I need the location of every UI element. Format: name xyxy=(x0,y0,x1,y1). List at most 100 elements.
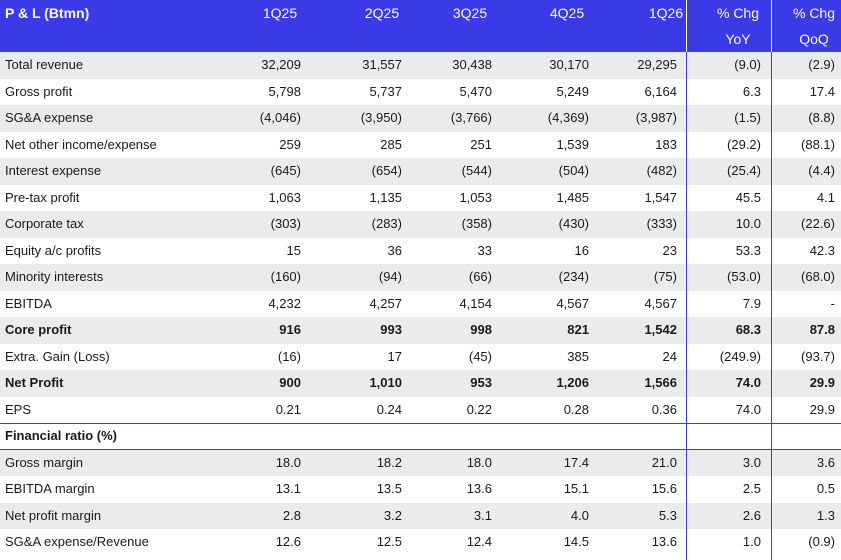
chg-yoy-header-line2: YoY xyxy=(725,31,751,47)
value-1q25: 1,063 xyxy=(268,189,301,205)
row-label: Total revenue xyxy=(5,57,84,72)
value-2q25: (94) xyxy=(378,269,402,284)
value-3q25: 1,053 xyxy=(459,189,492,205)
row-label: EPS xyxy=(5,401,32,417)
value-3q25: 251 xyxy=(470,136,492,152)
value-1q26: 183 xyxy=(655,136,677,152)
value-3q25: (358) xyxy=(461,216,492,231)
value-chg-yoy: 53.3 xyxy=(735,242,761,258)
value-4q25: 1,206 xyxy=(556,375,589,390)
value-chg-qoq: 29.9 xyxy=(809,375,835,390)
value-2q25: 285 xyxy=(380,136,402,152)
value-1q26: (75) xyxy=(653,269,677,284)
value-1q26: 4,567 xyxy=(644,295,677,311)
value-1q25: 5,798 xyxy=(268,83,301,99)
value-1q26: 23 xyxy=(662,242,677,258)
period-header-3q25: 3Q25 xyxy=(452,5,488,21)
ratio-row: EBITDA margin 13.1 13.5 13.6 15.1 15.6 2.5 0.5 xyxy=(0,476,841,503)
value-chg-qoq: (0.9) xyxy=(808,534,835,549)
value-4q25: 821 xyxy=(567,322,589,337)
chg-qoq-header-line2: QoQ xyxy=(799,31,829,47)
header-divider xyxy=(771,0,772,52)
value-chg-yoy: 2.5 xyxy=(742,481,761,496)
value-4q25: 0.28 xyxy=(563,401,589,417)
table-row: Minority interests (160) (94) (66) (234) (75)… xyxy=(0,264,841,291)
value-1q25: (303) xyxy=(270,216,301,231)
value-3q25: 953 xyxy=(470,375,492,390)
value-chg-qoq: (68.0) xyxy=(801,269,835,284)
value-1q25: (645) xyxy=(270,163,301,178)
value-2q25: 3.2 xyxy=(383,507,402,523)
row-label: Pre-tax profit xyxy=(5,189,80,205)
ratio-row: SG&A expense/Revenue 12.6 12.5 12.4 14.5 13.6… xyxy=(0,529,841,556)
row-label: Extra. Gain (Loss) xyxy=(5,348,110,364)
value-4q25: 4.0 xyxy=(570,507,589,523)
row-label: SG&A expense xyxy=(5,110,94,125)
value-chg-qoq: 87.8 xyxy=(809,322,835,337)
value-3q25: 13.6 xyxy=(466,481,492,496)
value-3q25: 33 xyxy=(477,242,492,258)
value-3q25: 18.0 xyxy=(466,454,492,470)
section-header-financial-ratio: Financial ratio (%) xyxy=(0,423,841,450)
section-divider xyxy=(0,449,841,450)
value-3q25: (3,766) xyxy=(450,110,492,125)
value-1q25: 900 xyxy=(279,375,301,390)
period-header-1q26: 1Q26 xyxy=(648,5,684,21)
value-chg-qoq: (2.9) xyxy=(808,57,835,72)
row-label: Gross profit xyxy=(5,83,73,99)
value-chg-qoq: 0.5 xyxy=(816,481,835,496)
value-3q25: 5,470 xyxy=(459,83,492,99)
section-title: Financial ratio (%) xyxy=(5,428,117,443)
table-row: Pre-tax profit 1,063 1,135 1,053 1,485 1,547 4… xyxy=(0,185,841,212)
row-label: Net profit margin xyxy=(5,507,102,523)
value-3q25: 30,438 xyxy=(452,57,492,72)
value-2q25: (654) xyxy=(371,163,402,178)
value-chg-yoy: 3.0 xyxy=(742,454,761,470)
value-1q25: (160) xyxy=(270,269,301,284)
value-1q26: (3,987) xyxy=(635,110,677,125)
value-2q25: 1,010 xyxy=(369,375,402,390)
value-chg-qoq: (22.6) xyxy=(801,216,835,231)
value-chg-yoy: 10.0 xyxy=(735,216,761,231)
value-4q25: 5,249 xyxy=(556,83,589,99)
value-chg-qoq: 4.1 xyxy=(816,189,835,205)
value-chg-yoy: 74.0 xyxy=(735,401,761,417)
value-2q25: 993 xyxy=(380,322,402,337)
value-chg-yoy: (249.9) xyxy=(719,348,761,364)
table-row: Total revenue 32,209 31,557 30,438 30,170 29,… xyxy=(0,52,841,79)
row-label: Net other income/expense xyxy=(5,136,157,152)
table-row: Net other income/expense 259 285 251 1,539 18… xyxy=(0,132,841,159)
value-2q25: 1,135 xyxy=(369,189,402,205)
value-3q25: (544) xyxy=(461,163,492,178)
value-chg-yoy: (9.0) xyxy=(734,57,761,72)
value-1q25: 12.6 xyxy=(275,534,301,549)
row-label: EBITDA xyxy=(5,295,52,311)
value-1q25: 32,209 xyxy=(261,57,301,72)
period-header-4q25: 4Q25 xyxy=(549,5,585,21)
value-4q25: (504) xyxy=(558,163,589,178)
value-chg-yoy: 7.9 xyxy=(742,295,761,311)
table-header: P & L (Btmn) 1Q25 2Q25 3Q25 4Q25 1Q26 % … xyxy=(0,0,841,52)
value-2q25: (283) xyxy=(371,216,402,231)
value-1q25: 15 xyxy=(286,242,301,258)
value-2q25: 36 xyxy=(387,242,402,258)
value-4q25: 15.1 xyxy=(563,481,589,496)
value-2q25: 18.2 xyxy=(376,454,402,470)
value-3q25: 0.22 xyxy=(466,401,492,417)
row-label: SG&A expense/Revenue xyxy=(5,534,149,549)
value-chg-qoq: 3.6 xyxy=(816,454,835,470)
value-1q26: 1,542 xyxy=(644,322,677,337)
value-1q26: 15.6 xyxy=(651,481,677,496)
value-2q25: 31,557 xyxy=(362,57,402,72)
table-row: Equity a/c profits 15 36 33 16 23 53.3 42.3 xyxy=(0,238,841,265)
value-1q26: (482) xyxy=(646,163,677,178)
value-3q25: 3.1 xyxy=(473,507,492,523)
value-chg-yoy: 74.0 xyxy=(735,375,761,390)
value-1q26: 1,566 xyxy=(644,375,677,390)
value-chg-qoq: 42.3 xyxy=(809,242,835,258)
header-divider xyxy=(686,0,687,52)
value-1q26: 29,295 xyxy=(637,57,677,72)
value-4q25: (4,369) xyxy=(547,110,589,125)
row-label: Core profit xyxy=(5,322,72,337)
